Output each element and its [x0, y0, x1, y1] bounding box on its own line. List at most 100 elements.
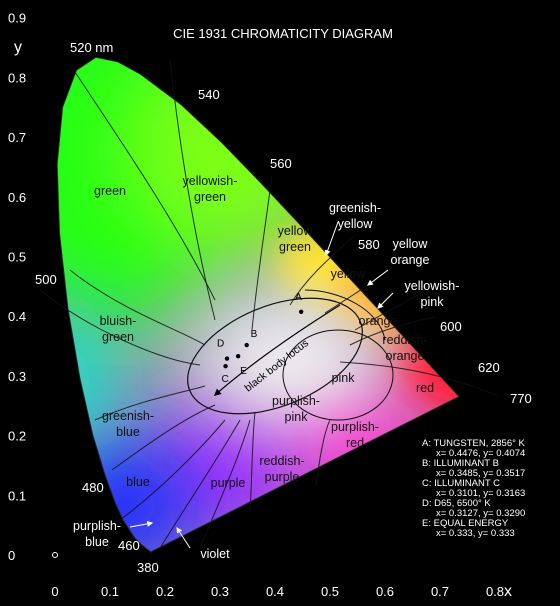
illuminant-letter: B	[251, 329, 258, 340]
purplish-blue-label: purplish-	[73, 519, 121, 533]
wavelength-labels: 520 nm 540 560 580 600 620 770 500 480 460 380	[35, 40, 532, 575]
axes: 0 0.1 0.2 0.3 0.4 0.5 0.6 0.7 0.8 0 0.1 0.2 0.3 0.4 0.…	[8, 11, 504, 599]
pink-region-outline	[282, 329, 394, 421]
black-body-locus-curve	[213, 304, 341, 396]
bluish-green-label: green	[102, 330, 134, 344]
yellow-label: yellow	[331, 267, 367, 281]
region-boundary	[339, 361, 499, 397]
region-boundary	[289, 234, 356, 306]
legend-entry-coords: x= 0.3127, y= 0.3290	[436, 508, 525, 519]
x-tick-label: 0.1	[101, 584, 119, 599]
wavelength-label: 580	[358, 237, 380, 252]
purplish-red-label: red	[346, 436, 364, 450]
x-tick-label: 0	[51, 584, 58, 599]
y-tick-label: 0.4	[8, 309, 26, 324]
illuminant-point-e	[235, 353, 241, 359]
legend-entry-coords: x= 0.3485, y= 0.3517	[436, 468, 525, 479]
y-tick-label: 0.6	[8, 190, 26, 205]
illuminant-letter: C	[222, 374, 229, 385]
y-tick-label: 0.5	[8, 250, 26, 265]
pointer-arrow	[176, 526, 191, 549]
yellow-orange-label: yellow	[393, 237, 429, 251]
region-boundary	[324, 267, 393, 314]
x-tick-label: 0.2	[156, 584, 174, 599]
illuminant-letter: E	[240, 366, 247, 377]
pointer-arrow	[324, 221, 339, 257]
y-tick-label: 0.7	[8, 130, 26, 145]
yellow-orange-label: orange	[391, 253, 430, 267]
region-boundary	[74, 71, 216, 301]
wavelength-label: 620	[478, 360, 500, 375]
legend: A: TUNGSTEN, 2856° Kx= 0.4476, y= 0.4074…	[422, 438, 526, 539]
pointer-arrow	[129, 520, 154, 528]
purple-label: purple	[211, 476, 246, 490]
wavelength-label: 560	[270, 156, 292, 171]
x-tick-label: 0.6	[376, 584, 394, 599]
legend-entry-title: B: ILLUMINANT B	[422, 458, 499, 469]
illuminant-point-d	[224, 356, 230, 361]
greenish-yellow-label: greenish-	[329, 201, 381, 215]
purplish-pink-label: pink	[285, 410, 309, 424]
region-boundary	[159, 419, 241, 549]
wavelength-label: 770	[510, 391, 532, 406]
y-tick-label: 0.8	[8, 70, 26, 85]
region-boundary	[111, 404, 216, 471]
y-tick-label: 0.2	[8, 429, 26, 444]
region-boundary	[169, 59, 216, 321]
legend-entry-title: E: EQUAL ENERGY	[422, 518, 509, 529]
yellowish-pink-label: yellowish-	[405, 279, 460, 293]
wavelength-label: 380	[137, 560, 159, 575]
bluish-green-label: bluish-	[100, 314, 137, 328]
greenish-blue-label: blue	[116, 425, 140, 439]
pointer-arrow	[367, 269, 389, 286]
origin-marker	[52, 552, 58, 558]
illuminant-letter: A	[295, 292, 302, 303]
purplish-blue-label: blue	[85, 535, 109, 549]
legend-entry-title: A: TUNGSTEN, 2856° K	[422, 438, 526, 449]
x-tick-label: 0.3	[211, 584, 229, 599]
reddish-orange-label: orange	[386, 349, 425, 363]
purplish-pink-label: purplish-	[272, 394, 320, 408]
region-boundary	[119, 419, 226, 521]
yellowish-green-label: yellowish-	[183, 174, 238, 188]
reddish-purple-label: reddish-	[259, 454, 304, 468]
reddish-orange-label: reddish-	[382, 333, 427, 347]
region-boundary	[304, 289, 386, 341]
x-axis-label: x	[504, 583, 512, 600]
legend-entry-coords: x= 0.4476, y= 0.4074	[436, 448, 525, 459]
region-boundary	[94, 385, 206, 421]
illuminant-letter: D	[217, 339, 224, 350]
legend-entry-title: D: D65, 6500° K	[422, 498, 491, 509]
region-boundary	[199, 419, 251, 549]
yellow-green-label: green	[279, 240, 311, 254]
x-tick-label: 0.8	[486, 584, 504, 599]
pointer-arrow	[377, 292, 394, 309]
region-boundary	[69, 269, 206, 346]
wavelength-label: 460	[118, 538, 140, 553]
diagram-title: CIE 1931 CHROMATICITY DIAGRAM	[173, 26, 393, 41]
x-tick-label: 0.4	[266, 584, 284, 599]
x-tick-label: 0.7	[431, 584, 449, 599]
y-tick-label: 0.3	[8, 369, 26, 384]
pink-label: pink	[332, 371, 356, 385]
legend-entry-coords: x= 0.3101, y= 0.3163	[436, 488, 525, 499]
yellow-green-label: yellow	[278, 224, 314, 238]
violet-label: violet	[200, 547, 230, 561]
spectral-locus	[56, 56, 460, 553]
region-labels: green yellowish-green yellow green greenish-…	[73, 174, 459, 561]
purplish-red-label: purplish-	[331, 420, 379, 434]
green-label: green	[94, 184, 126, 198]
yellowish-pink-label: pink	[421, 295, 445, 309]
wavelength-label: 600	[440, 319, 462, 334]
blue-label: blue	[126, 475, 150, 489]
wavelength-label: 500	[35, 272, 57, 287]
y-tick-label: 0.1	[8, 488, 26, 503]
reddish-purple-label: purple	[265, 470, 300, 484]
y-tick-label: 0	[8, 548, 15, 563]
legend-entry-coords: x= 0.333, y= 0.333	[436, 528, 515, 539]
orange-label: orange	[359, 314, 398, 328]
greenish-yellow-label: yellow	[338, 217, 374, 231]
y-axis-label: y	[14, 39, 22, 56]
